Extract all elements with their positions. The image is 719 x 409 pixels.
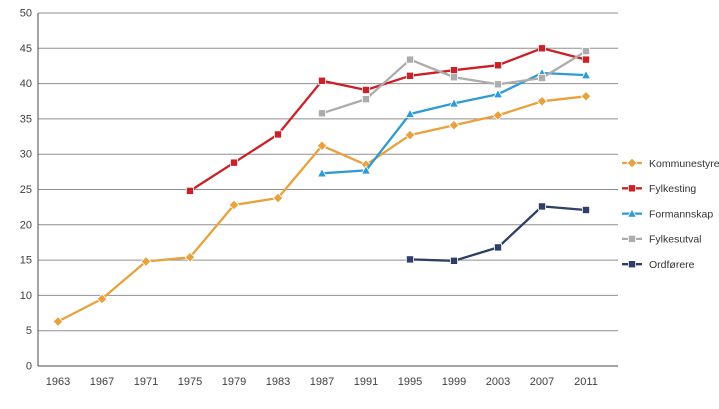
legend-item-fylkesutval: Fylkesutval bbox=[622, 234, 702, 246]
series-ordforere bbox=[405, 202, 591, 265]
series-fylkesting bbox=[185, 44, 591, 195]
x-axis-tick-label: 1975 bbox=[178, 376, 202, 388]
x-axis-tick-label: 1999 bbox=[442, 376, 466, 388]
x-axis-tick-label: 2011 bbox=[574, 376, 598, 388]
tick-labels-group: 0 5 10 15 20 25 30 35 40 45 50 1963 1967 1971 1975 1979… bbox=[20, 8, 598, 389]
y-axis-tick-label: 15 bbox=[20, 255, 32, 267]
x-axis-tick-label: 2003 bbox=[486, 376, 510, 388]
y-axis-tick-label: 0 bbox=[26, 361, 32, 373]
legend-marker-fylkesting bbox=[628, 184, 637, 193]
data-point-marker-fylkesutval bbox=[582, 47, 591, 56]
y-axis-tick-label: 45 bbox=[20, 43, 32, 55]
data-point-marker-formannskap bbox=[316, 167, 328, 178]
x-axis-tick-label: 1963 bbox=[46, 376, 70, 388]
y-axis-tick-label: 40 bbox=[20, 78, 32, 90]
series-kommunestyre bbox=[52, 90, 592, 327]
data-point-marker-kommunestyre bbox=[316, 140, 328, 152]
data-point-marker-fylkesting bbox=[185, 186, 194, 195]
x-axis-tick-label: 1991 bbox=[354, 376, 378, 388]
series-line-fylkesting bbox=[188, 47, 588, 193]
data-point-marker-ordforere bbox=[582, 205, 591, 214]
data-point-marker-formannskap bbox=[404, 108, 416, 118]
data-point-marker-kommunestyre bbox=[184, 251, 196, 263]
x-axis-tick-label: 1979 bbox=[222, 376, 246, 388]
data-point-marker-kommunestyre bbox=[96, 293, 108, 305]
data-point-marker-fylkesting bbox=[229, 158, 238, 167]
legend-item-ordforere: Ordførere bbox=[622, 259, 695, 271]
data-point-marker-kommunestyre bbox=[536, 95, 548, 107]
series-fylkesutval bbox=[317, 47, 591, 118]
series-line-kommunestyre bbox=[56, 95, 588, 323]
data-point-marker-kommunestyre bbox=[228, 199, 240, 211]
data-point-marker-fylkesutval bbox=[317, 109, 326, 118]
y-axis-tick-label: 35 bbox=[20, 113, 32, 125]
data-point-marker-kommunestyre bbox=[140, 256, 152, 267]
data-point-marker-ordforere bbox=[449, 256, 458, 265]
grid-group bbox=[38, 12, 618, 332]
data-point-marker-fylkesting bbox=[538, 44, 547, 53]
y-axis-tick-label: 10 bbox=[20, 290, 32, 302]
data-point-marker-fylkesting bbox=[317, 76, 326, 85]
data-point-marker-ordforere bbox=[538, 202, 547, 211]
data-point-marker-fylkesting bbox=[405, 71, 414, 80]
data-point-marker-kommunestyre bbox=[52, 316, 64, 327]
y-axis-tick-label: 5 bbox=[26, 325, 32, 337]
legend-label-fylkesting: Fylkesting bbox=[649, 183, 696, 195]
data-point-marker-fylkesting bbox=[493, 61, 502, 70]
legend-item-fylkesting: Fylkesting bbox=[622, 183, 696, 195]
data-point-marker-fylkesting bbox=[449, 66, 458, 75]
data-point-marker-formannskap bbox=[360, 164, 372, 175]
data-point-marker-ordforere bbox=[405, 255, 414, 264]
data-point-marker-kommunestyre bbox=[580, 90, 592, 102]
legend-marker-kommunestyre bbox=[626, 157, 638, 169]
data-point-marker-fylkesting bbox=[273, 130, 282, 139]
x-axis-tick-label: 2007 bbox=[530, 376, 554, 388]
legend-marker-formannskap bbox=[626, 208, 638, 218]
data-point-marker-fylkesting bbox=[361, 85, 370, 94]
legend-item-formannskap: Formannskap bbox=[622, 208, 713, 220]
data-point-marker-fylkesutval bbox=[361, 95, 370, 104]
y-axis-tick-label: 20 bbox=[20, 219, 32, 231]
axes-group bbox=[37, 13, 618, 367]
data-point-marker-kommunestyre bbox=[448, 119, 460, 131]
data-point-marker-kommunestyre bbox=[492, 109, 504, 121]
x-axis-tick-label: 1995 bbox=[398, 376, 422, 388]
x-axis-tick-label: 1971 bbox=[134, 376, 158, 388]
data-point-marker-fylkesutval bbox=[449, 73, 458, 82]
data-point-marker-fylkesutval bbox=[538, 73, 547, 82]
legend-marker-ordforere bbox=[628, 260, 637, 269]
legend-label-fylkesutval: Fylkesutval bbox=[649, 234, 702, 246]
legend-label-formannskap: Formannskap bbox=[649, 208, 713, 220]
legend-marker-fylkesutval bbox=[628, 234, 637, 243]
data-point-marker-fylkesutval bbox=[405, 55, 414, 64]
data-point-marker-kommunestyre bbox=[272, 192, 284, 204]
legend-label-ordforere: Ordførere bbox=[649, 259, 695, 271]
legend-group: Kommunestyre Fylkesting Formannskap Fylkesu… bbox=[622, 157, 719, 271]
data-point-marker-fylkesutval bbox=[493, 80, 502, 89]
data-point-marker-kommunestyre bbox=[404, 129, 416, 141]
data-point-marker-formannskap bbox=[492, 88, 504, 99]
data-point-marker-formannskap bbox=[580, 69, 592, 80]
data-point-marker-formannskap bbox=[448, 97, 460, 108]
data-point-marker-ordforere bbox=[493, 243, 502, 252]
x-axis-tick-label: 1967 bbox=[90, 376, 114, 388]
data-point-marker-fylkesting bbox=[582, 55, 591, 64]
series-group bbox=[52, 44, 592, 327]
y-axis-tick-label: 25 bbox=[20, 184, 32, 196]
y-axis-tick-label: 30 bbox=[20, 149, 32, 161]
x-axis-tick-label: 1983 bbox=[266, 376, 290, 388]
legend-label-kommunestyre: Kommunestyre bbox=[649, 158, 719, 170]
x-axis-tick-label: 1987 bbox=[310, 376, 334, 388]
series-line-ordforere bbox=[408, 205, 588, 262]
y-axis-tick-label: 50 bbox=[20, 8, 32, 20]
legend-item-kommunestyre: Kommunestyre bbox=[622, 157, 719, 170]
